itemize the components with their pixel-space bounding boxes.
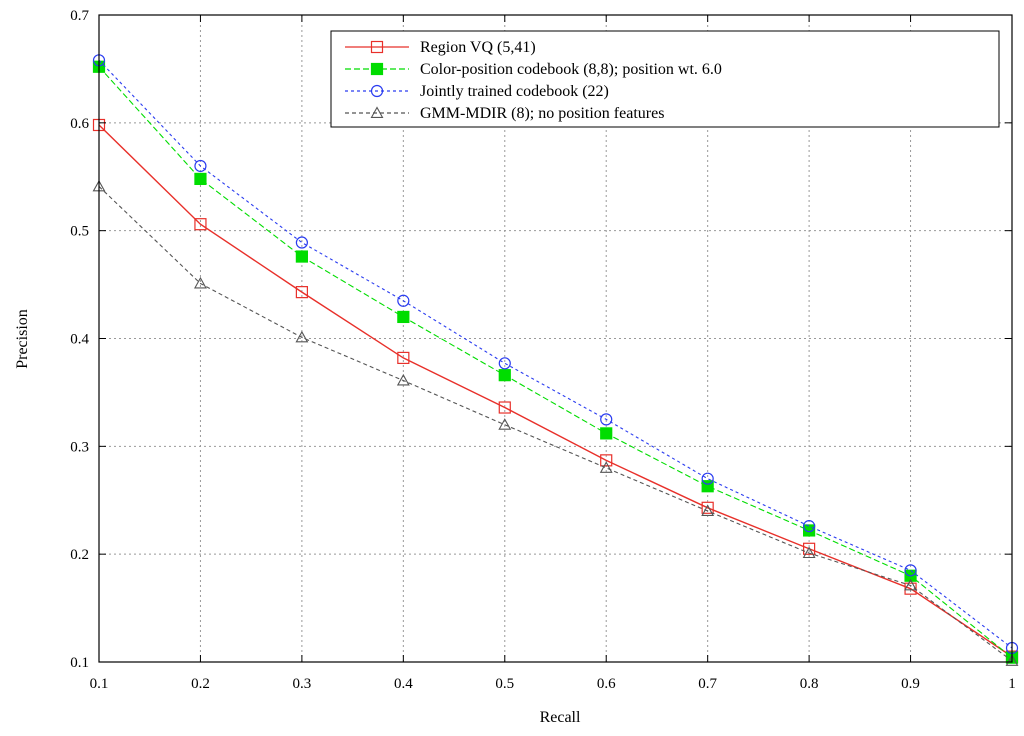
y-tick-label: 0.1 [70, 655, 89, 671]
x-tick-label: 0.1 [90, 676, 109, 692]
series-3 [92, 54, 1019, 655]
series-line [98, 124, 1013, 658]
legend-label: Jointly trained codebook (22) [420, 83, 609, 100]
series-line [98, 186, 1013, 662]
data-point [295, 286, 308, 299]
series-4 [92, 179, 1019, 666]
data-point [397, 310, 410, 324]
x-tick-label: 0.2 [191, 676, 210, 692]
series-2 [92, 60, 1019, 664]
data-point [194, 172, 207, 186]
x-tick-label: 0.6 [597, 676, 616, 692]
x-tick-label: 0.3 [293, 676, 312, 692]
legend-label: GMM-MDIR (8); no position features [420, 105, 664, 122]
data-point [396, 373, 410, 386]
data-point [904, 578, 917, 591]
data-point [701, 480, 714, 493]
data-point [498, 418, 512, 430]
data-point [498, 357, 511, 370]
data-point [803, 520, 816, 533]
data-point [295, 236, 308, 249]
series-1 [92, 118, 1019, 663]
data-point [803, 524, 816, 537]
legend-label: Region VQ (5,41) [420, 39, 536, 56]
data-point [295, 330, 309, 343]
data-point [802, 546, 816, 559]
data-point [701, 504, 715, 516]
data-point [701, 472, 714, 485]
data-point [701, 501, 714, 514]
legend-label: Color-position codebook (8,8); position … [420, 61, 722, 78]
series-layer [92, 54, 1019, 666]
series-line [98, 59, 1013, 649]
x-tick-label: 1 [1008, 676, 1016, 692]
y-tick-label: 0.6 [70, 116, 89, 132]
data-point [904, 564, 917, 577]
x-tick-label: 0.9 [901, 676, 920, 692]
y-tick-label: 0.4 [70, 332, 89, 348]
x-tick-label: 0.4 [394, 676, 413, 692]
data-point [1005, 654, 1019, 666]
x-tick-label: 0.8 [800, 676, 819, 692]
data-point [498, 369, 511, 382]
data-point [194, 159, 207, 173]
legend-entry: GMM-MDIR (8); no position features [345, 105, 664, 122]
x-tick-label: 0.7 [698, 676, 717, 692]
legend-marker [370, 40, 384, 54]
legend-marker [370, 62, 384, 76]
y-tick-label: 0.3 [70, 439, 89, 455]
y-axis-title: Precision [14, 309, 31, 369]
data-point [904, 582, 917, 595]
data-point [397, 351, 410, 365]
data-point [295, 250, 308, 263]
y-tick-label: 0.2 [70, 547, 89, 563]
data-point [397, 294, 410, 307]
legend-marker [370, 84, 384, 98]
data-point [600, 427, 613, 440]
legend-entry: Jointly trained codebook (22) [345, 83, 609, 100]
series-line [98, 66, 1013, 659]
legend-entry: Color-position codebook (8,8); position … [345, 61, 722, 78]
y-tick-label: 0.7 [70, 8, 89, 24]
legend-box [330, 30, 1000, 128]
legend-marker [370, 106, 384, 118]
data-point [600, 454, 613, 467]
x-tick-label: 0.5 [495, 676, 514, 692]
data-point [498, 401, 511, 414]
x-axis-title: Recall [540, 709, 581, 726]
data-point [194, 276, 207, 289]
y-tick-label: 0.5 [70, 224, 89, 240]
axis-ticks: 0.1 0.2 0.3 0.4 0.5 0.6 0.7 0.8 0.9 1 0.1 0.2 0.3 0.4… [70, 8, 1016, 692]
data-point [600, 413, 613, 426]
legend-entry: Region VQ (5,41) [345, 39, 536, 56]
legend: Region VQ (5,41) Color-position codebook … [330, 30, 1000, 128]
data-point [194, 218, 207, 231]
data-point [599, 461, 613, 473]
data-point [803, 542, 816, 555]
